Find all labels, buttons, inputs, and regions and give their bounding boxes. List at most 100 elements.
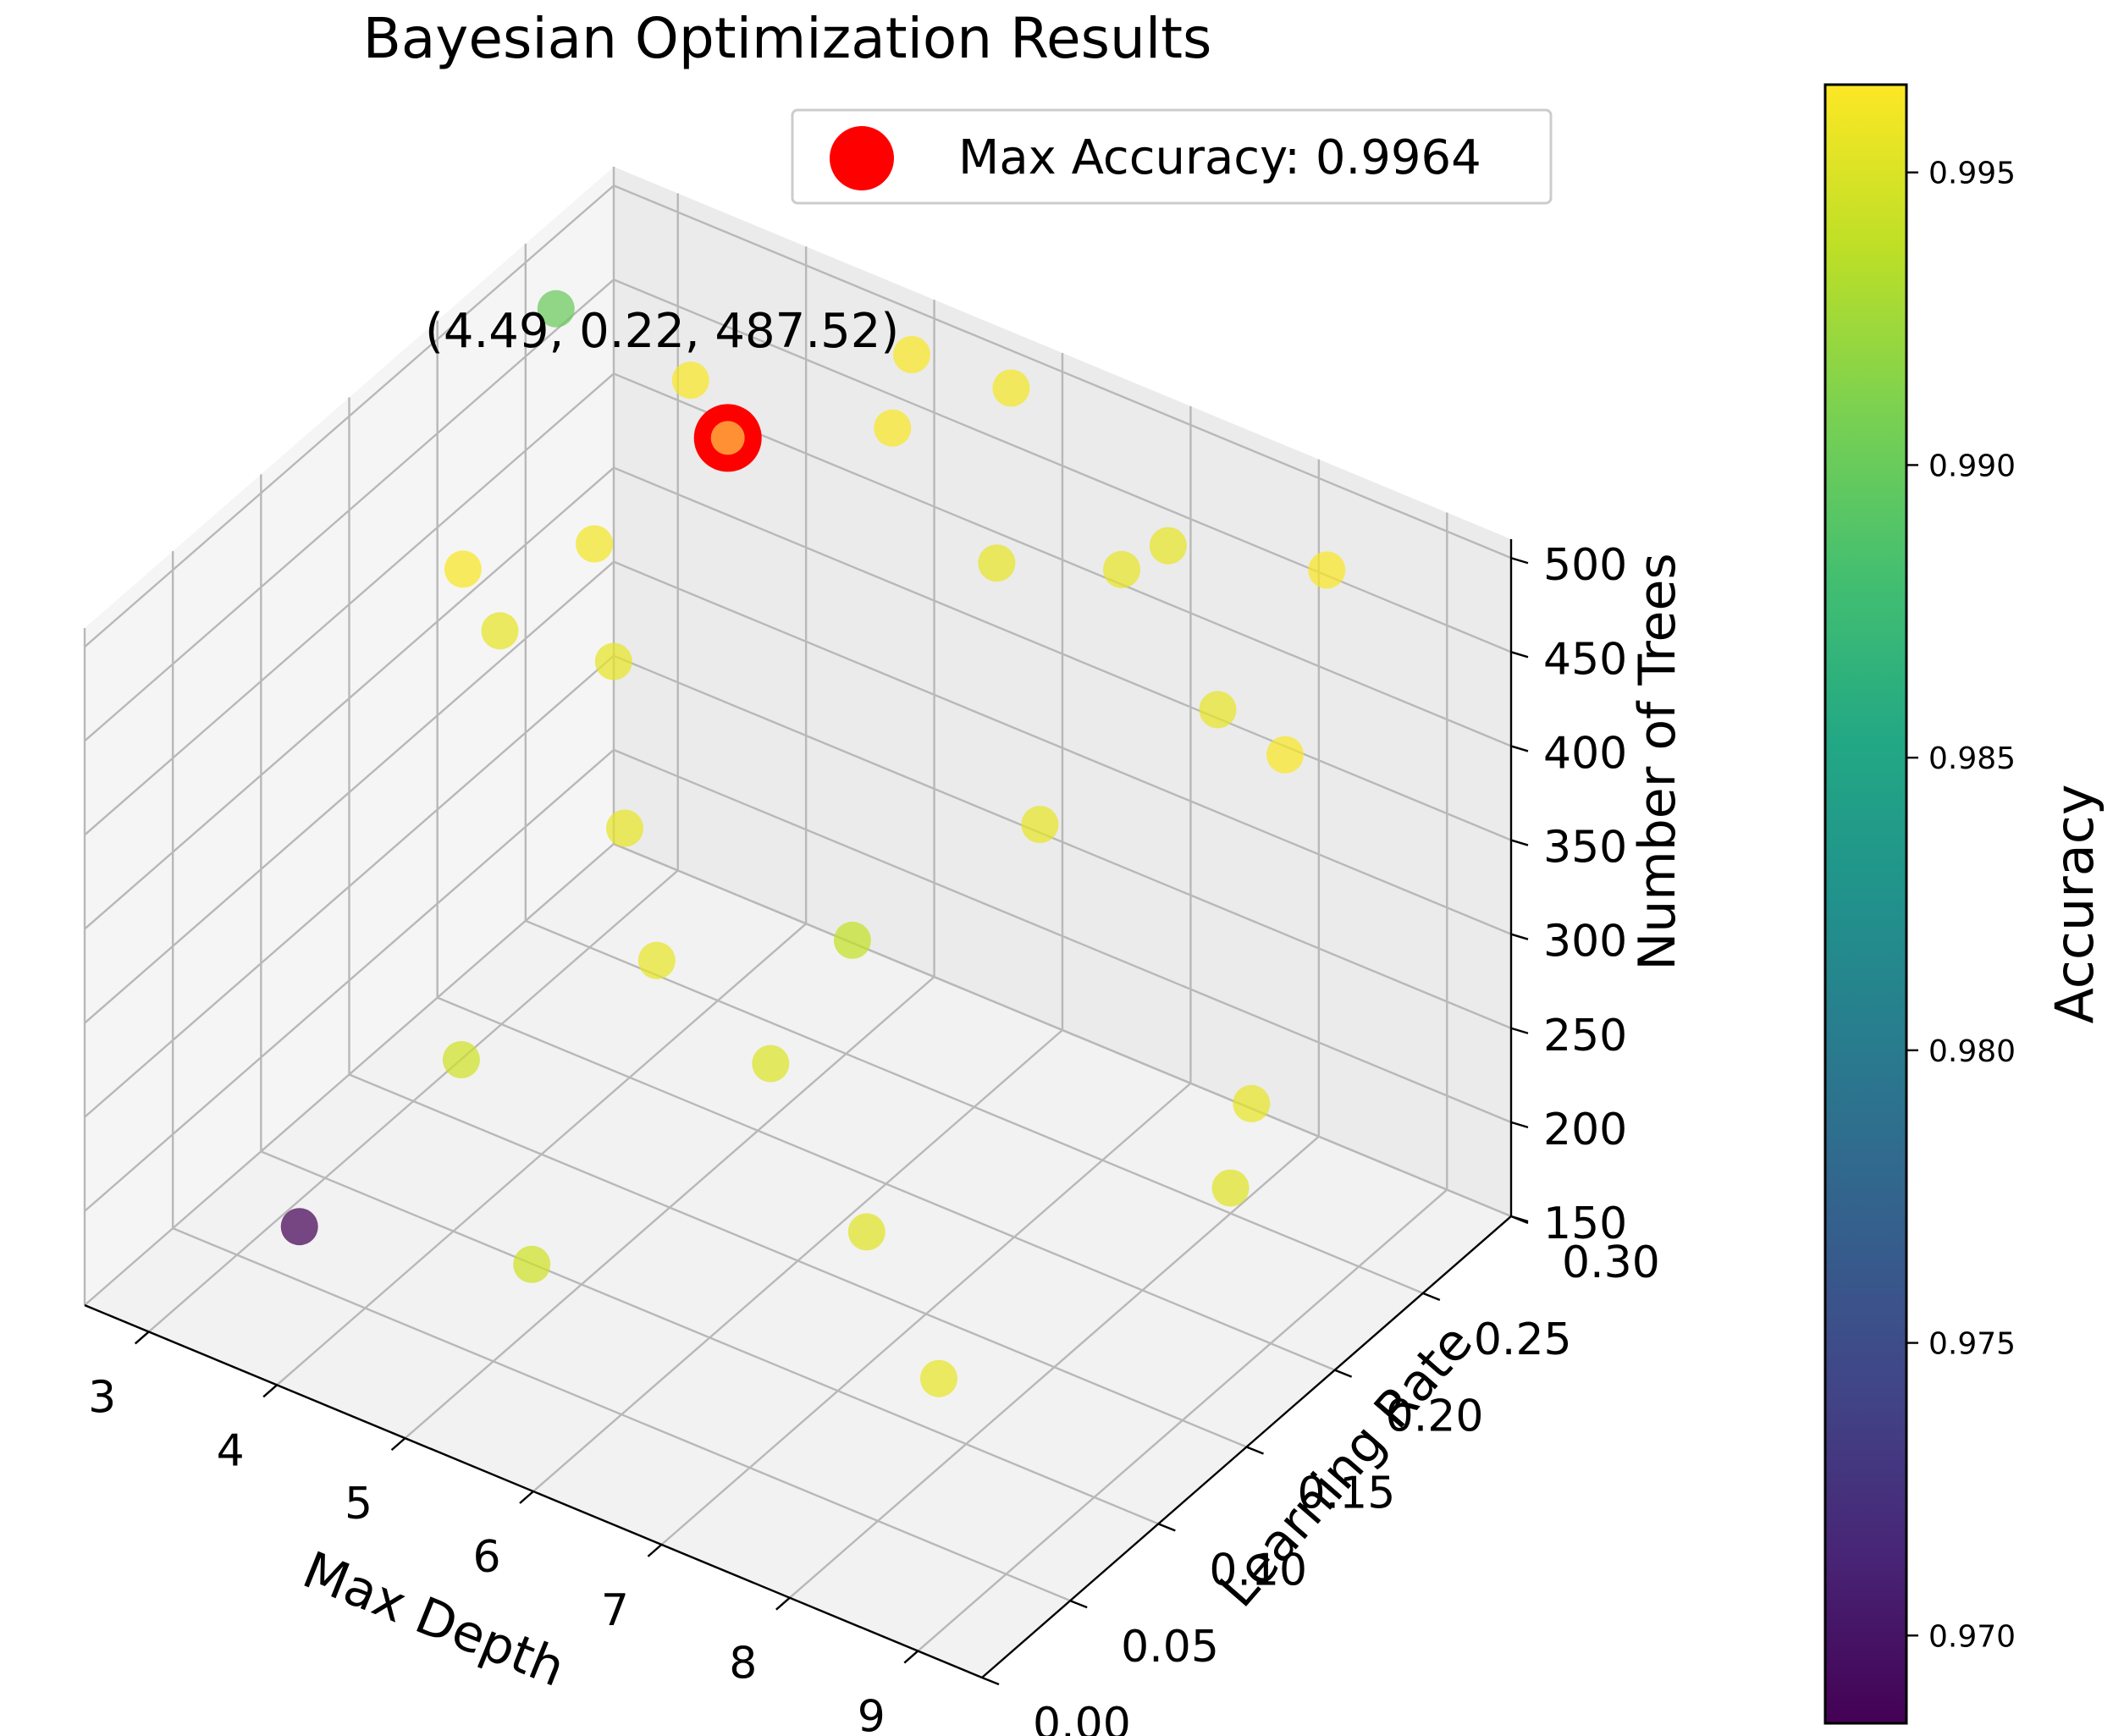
data-point bbox=[513, 1245, 551, 1283]
y-tick-label: 0.20 bbox=[1386, 1392, 1484, 1442]
best-point-core bbox=[710, 421, 745, 455]
chart-title: Bayesian Optimization Results bbox=[363, 6, 1212, 71]
data-point bbox=[992, 369, 1030, 407]
y-tick-label: 0.15 bbox=[1298, 1469, 1396, 1519]
y-gridline bbox=[172, 1227, 1071, 1602]
z-tick bbox=[1510, 745, 1529, 752]
z-gridline bbox=[84, 560, 615, 1024]
z-gridline bbox=[613, 748, 1512, 1123]
z-gridline bbox=[613, 654, 1512, 1029]
z-axis-label: Number of Trees bbox=[1628, 553, 1687, 970]
z-tick bbox=[1510, 1027, 1529, 1034]
colorbar-tick-label: 0.970 bbox=[1928, 1619, 2016, 1654]
colorbar-tick-label: 0.975 bbox=[1928, 1327, 2016, 1362]
z-gridline bbox=[613, 466, 1512, 841]
z-tick bbox=[1510, 1215, 1529, 1223]
z-tick-label: 200 bbox=[1543, 1105, 1627, 1155]
data-point bbox=[847, 1213, 885, 1251]
scatter-points bbox=[280, 289, 1346, 1397]
z-tick bbox=[1510, 839, 1529, 846]
y-tick-label: 0.10 bbox=[1209, 1545, 1307, 1595]
colorbar-tick-label: 0.990 bbox=[1928, 449, 2016, 483]
data-point bbox=[671, 361, 709, 400]
z-tick bbox=[1510, 1121, 1529, 1129]
z-tick-label: 250 bbox=[1543, 1011, 1627, 1061]
z-gridline bbox=[613, 278, 1512, 653]
y-tick bbox=[1334, 1369, 1353, 1378]
z-tick bbox=[1510, 933, 1529, 940]
y-tick bbox=[981, 1676, 1000, 1686]
x-tick-label: 9 bbox=[858, 1692, 885, 1736]
x-tick bbox=[519, 1491, 534, 1504]
x-tick-label: 6 bbox=[472, 1532, 500, 1583]
z-gridline bbox=[613, 842, 1512, 1218]
data-point bbox=[1211, 1169, 1250, 1207]
x-tick-label: 5 bbox=[345, 1479, 372, 1529]
y-tick bbox=[1157, 1523, 1176, 1532]
x-tick bbox=[903, 1650, 919, 1664]
data-point bbox=[481, 612, 519, 650]
data-point bbox=[874, 409, 912, 447]
y-tick-label: 0.30 bbox=[1562, 1237, 1660, 1288]
x-tick bbox=[262, 1384, 278, 1398]
colorbar-label: Accuracy bbox=[2044, 784, 2105, 1023]
z-tick-label: 350 bbox=[1543, 823, 1627, 874]
axes-grid bbox=[83, 167, 1512, 1679]
legend-frame bbox=[791, 108, 1553, 205]
colorbar-tick-label: 0.980 bbox=[1928, 1034, 2016, 1069]
legend: Max Accuracy: 0.9964 bbox=[791, 108, 1553, 205]
data-point bbox=[606, 809, 643, 847]
data-point bbox=[1103, 550, 1140, 588]
y-tick-label: 0.05 bbox=[1121, 1622, 1219, 1673]
data-point bbox=[1149, 526, 1187, 565]
y-tick-label: 0.00 bbox=[1033, 1699, 1131, 1736]
data-point bbox=[442, 1041, 480, 1078]
colorbar-tick-label: 0.985 bbox=[1928, 741, 2016, 776]
legend-label: Max Accuracy: 0.9964 bbox=[958, 130, 1481, 185]
x-tick bbox=[775, 1596, 791, 1611]
x-tick bbox=[647, 1543, 663, 1557]
y-gridline bbox=[260, 1150, 1159, 1525]
z-tick-label: 400 bbox=[1543, 728, 1627, 779]
x-tick bbox=[390, 1437, 406, 1452]
x-tick-label: 8 bbox=[729, 1639, 757, 1689]
y-tick-label: 0.25 bbox=[1474, 1314, 1572, 1365]
z-tick bbox=[1510, 557, 1529, 565]
colorbar-gradient bbox=[1823, 83, 1908, 1725]
colorbar-tick-label: 0.995 bbox=[1928, 157, 2016, 191]
colorbar-ticks: 0.970 0.975 0.980 0.985 0.990 0.995 bbox=[1906, 157, 2016, 1654]
x-tick bbox=[134, 1331, 150, 1345]
data-point bbox=[444, 550, 482, 588]
z-gridline bbox=[613, 185, 1512, 559]
data-point bbox=[752, 1044, 790, 1083]
z-gridline bbox=[84, 372, 615, 836]
z-tick-label: 450 bbox=[1543, 634, 1627, 685]
y-gridline bbox=[349, 1073, 1247, 1448]
z-gridline bbox=[84, 748, 615, 1212]
z-gridline bbox=[84, 843, 615, 1306]
data-point bbox=[1199, 691, 1237, 729]
data-point bbox=[978, 544, 1016, 582]
legend-marker bbox=[830, 126, 894, 190]
z-gridline bbox=[613, 560, 1512, 935]
z-gridline bbox=[613, 372, 1512, 747]
x-axis-label: Max Depth bbox=[295, 1540, 572, 1699]
z-tick-label: 150 bbox=[1543, 1199, 1627, 1249]
data-point bbox=[1021, 806, 1059, 844]
data-point bbox=[1308, 551, 1346, 589]
z-gridline bbox=[84, 466, 615, 930]
y-tick bbox=[1422, 1292, 1441, 1301]
y-gridline bbox=[525, 919, 1424, 1294]
data-point bbox=[594, 642, 632, 681]
data-point bbox=[280, 1208, 318, 1246]
best-point-annotation: (4.49, 0.22, 487.52) bbox=[425, 304, 899, 359]
data-point bbox=[537, 289, 575, 328]
data-point bbox=[637, 941, 676, 979]
z-tick-label: 500 bbox=[1543, 540, 1627, 591]
data-point bbox=[893, 336, 930, 373]
y-gridline bbox=[437, 996, 1336, 1371]
data-point bbox=[833, 921, 871, 959]
data-point bbox=[920, 1359, 957, 1397]
colorbar: 0.970 0.975 0.980 0.985 0.990 0.995 Accuracy bbox=[1823, 83, 2105, 1725]
